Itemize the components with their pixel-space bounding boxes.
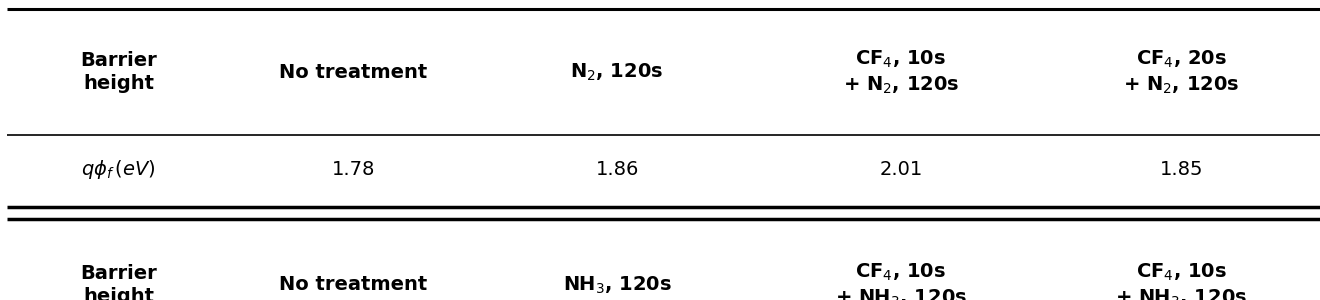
Text: NH$_3$, 120s: NH$_3$, 120s <box>562 274 672 296</box>
Text: 1.85: 1.85 <box>1160 160 1203 179</box>
Text: Barrier
height: Barrier height <box>81 51 157 93</box>
Text: 2.01: 2.01 <box>879 160 923 179</box>
Text: CF$_4$, 10s
+ NH$_3$, 120s: CF$_4$, 10s + NH$_3$, 120s <box>1115 261 1247 300</box>
Text: N$_2$, 120s: N$_2$, 120s <box>570 61 664 82</box>
Text: CF$_4$, 10s
+ N$_2$, 120s: CF$_4$, 10s + N$_2$, 120s <box>842 48 960 96</box>
Text: 1.78: 1.78 <box>331 160 375 179</box>
Text: CF$_4$, 20s
+ N$_2$, 120s: CF$_4$, 20s + N$_2$, 120s <box>1123 48 1239 96</box>
Text: No treatment: No treatment <box>279 62 428 82</box>
Text: 1.86: 1.86 <box>595 160 639 179</box>
Text: No treatment: No treatment <box>279 275 428 295</box>
Text: $q\phi_f\,(eV)$: $q\phi_f\,(eV)$ <box>82 158 156 181</box>
Text: CF$_4$, 10s
+ NH$_3$, 120s: CF$_4$, 10s + NH$_3$, 120s <box>834 261 968 300</box>
Text: Barrier
height: Barrier height <box>81 264 157 300</box>
